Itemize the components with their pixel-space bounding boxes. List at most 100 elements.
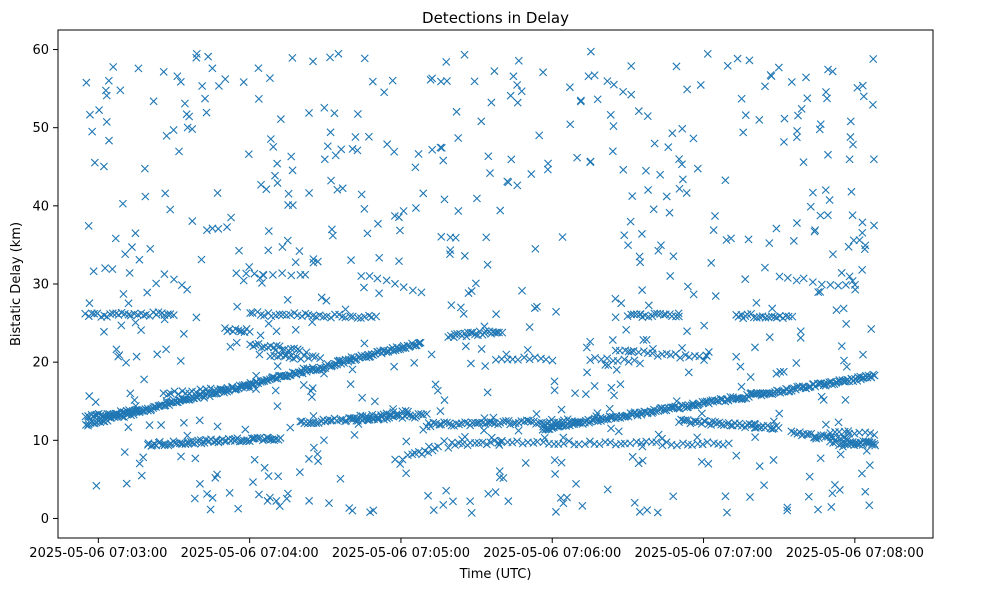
data-point [391, 279, 399, 288]
data-point [232, 269, 241, 278]
data-point [194, 391, 203, 400]
data-point [810, 227, 819, 236]
data-point [280, 351, 289, 360]
data-point [297, 312, 306, 321]
data-point [870, 439, 879, 448]
data-point [839, 356, 848, 365]
data-point [817, 392, 826, 401]
data-point [869, 55, 878, 64]
data-point [760, 481, 769, 490]
data-point [245, 327, 254, 336]
data-point [570, 417, 579, 426]
data-point [674, 312, 683, 321]
data-point [792, 133, 801, 142]
data-point [839, 304, 848, 313]
data-point [395, 226, 404, 235]
data-point [477, 117, 486, 126]
data-point [491, 355, 500, 364]
data-point [390, 211, 399, 220]
data-point [540, 433, 549, 442]
data-point [858, 218, 867, 227]
data-point [760, 263, 769, 272]
data-point [719, 440, 728, 449]
data-point [341, 417, 350, 426]
data-point [338, 184, 347, 193]
data-point [632, 437, 641, 446]
data-point [85, 110, 94, 119]
data-point [353, 146, 362, 155]
data-point [179, 418, 188, 427]
data-point [617, 299, 626, 308]
data-point [206, 384, 215, 393]
data-point [419, 189, 428, 198]
data-point [248, 308, 257, 317]
data-point [380, 88, 389, 97]
data-point [440, 195, 449, 204]
data-point [586, 337, 595, 346]
data-point [99, 162, 108, 171]
data-point [471, 279, 480, 288]
data-point [799, 158, 808, 167]
data-point [161, 189, 170, 198]
data-point [248, 478, 257, 487]
data-point [192, 388, 201, 397]
data-point [604, 361, 613, 370]
data-point [191, 454, 200, 463]
data-point [862, 438, 871, 447]
data-point [653, 508, 662, 517]
data-point [308, 384, 317, 393]
data-point [666, 271, 675, 280]
data-point [271, 346, 280, 355]
data-point [735, 394, 744, 403]
data-point [653, 309, 662, 318]
data-point [593, 409, 602, 418]
data-point [288, 201, 297, 210]
data-point [532, 409, 541, 418]
data-point [765, 389, 774, 398]
data-point [486, 417, 495, 426]
data-point [817, 280, 826, 289]
data-point [687, 401, 696, 410]
data-point [548, 356, 557, 365]
data-point [684, 368, 693, 377]
data-point [638, 286, 647, 295]
data-point [689, 290, 698, 299]
data-point [208, 64, 217, 73]
data-point [124, 299, 133, 308]
data-point [210, 386, 219, 395]
data-point [291, 325, 300, 334]
data-point [188, 125, 197, 134]
data-point [489, 413, 498, 422]
data-point [195, 416, 204, 425]
data-point [312, 419, 321, 428]
data-point [284, 189, 293, 198]
data-point [404, 407, 413, 416]
data-point [173, 72, 182, 81]
data-point [787, 77, 796, 86]
data-point [296, 417, 305, 426]
data-point [576, 96, 585, 105]
data-point [389, 404, 398, 413]
data-point [585, 437, 594, 446]
data-point [845, 272, 854, 281]
data-point [252, 371, 261, 380]
data-point [525, 355, 534, 364]
data-point [624, 241, 633, 250]
data-point [177, 281, 186, 290]
data-point [683, 85, 692, 94]
x-tick-label: 2025-05-06 07:08:00 [786, 546, 924, 561]
data-point [638, 456, 647, 465]
data-point [802, 73, 811, 82]
data-point [373, 219, 382, 228]
data-point [320, 103, 329, 112]
data-point [385, 410, 394, 419]
data-point [347, 353, 356, 362]
data-point [826, 428, 835, 437]
data-point [627, 90, 636, 99]
data-point [347, 256, 356, 265]
data-point [287, 271, 296, 280]
x-tick-label: 2025-05-06 07:05:00 [332, 546, 470, 561]
data-point [437, 232, 446, 241]
data-point [257, 278, 266, 287]
